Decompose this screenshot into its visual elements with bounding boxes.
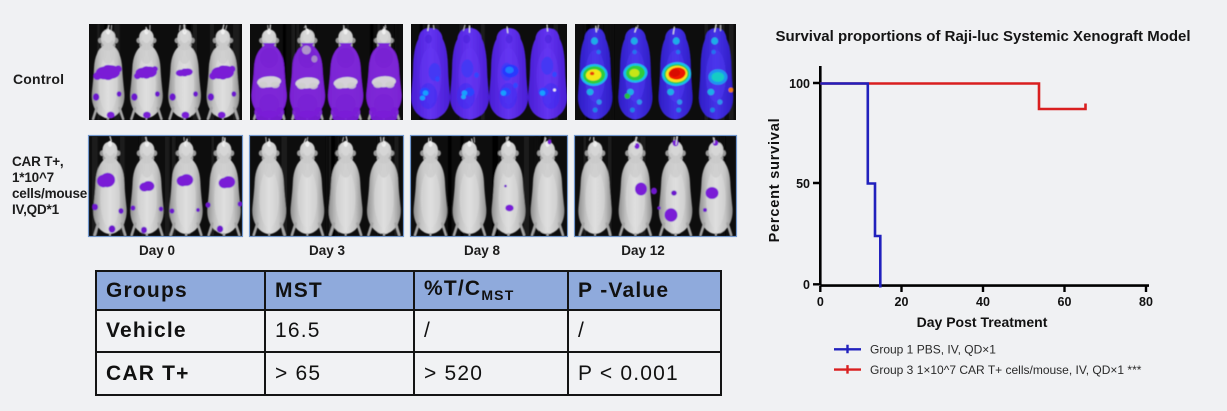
svg-text:0: 0 [817,295,824,309]
svg-text:80: 80 [1139,295,1153,309]
svg-text:Day Post Treatment: Day Post Treatment [917,314,1048,330]
svg-text:20: 20 [895,295,909,309]
svg-text:50: 50 [796,177,810,191]
svg-text:Group 3 1×10^7 CAR T+ cells/mo: Group 3 1×10^7 CAR T+ cells/mouse, IV, Q… [870,363,1142,377]
svg-text:Percent survival: Percent survival [767,118,783,243]
svg-text:100: 100 [789,77,810,91]
svg-text:60: 60 [1058,295,1072,309]
svg-text:40: 40 [976,295,990,309]
svg-text:0: 0 [803,278,810,292]
svg-text:Group 1 PBS, IV, QD×1: Group 1 PBS, IV, QD×1 [870,343,996,357]
svg-text:Survival proportions of Raji-l: Survival proportions of Raji-luc Systemi… [775,28,1190,45]
